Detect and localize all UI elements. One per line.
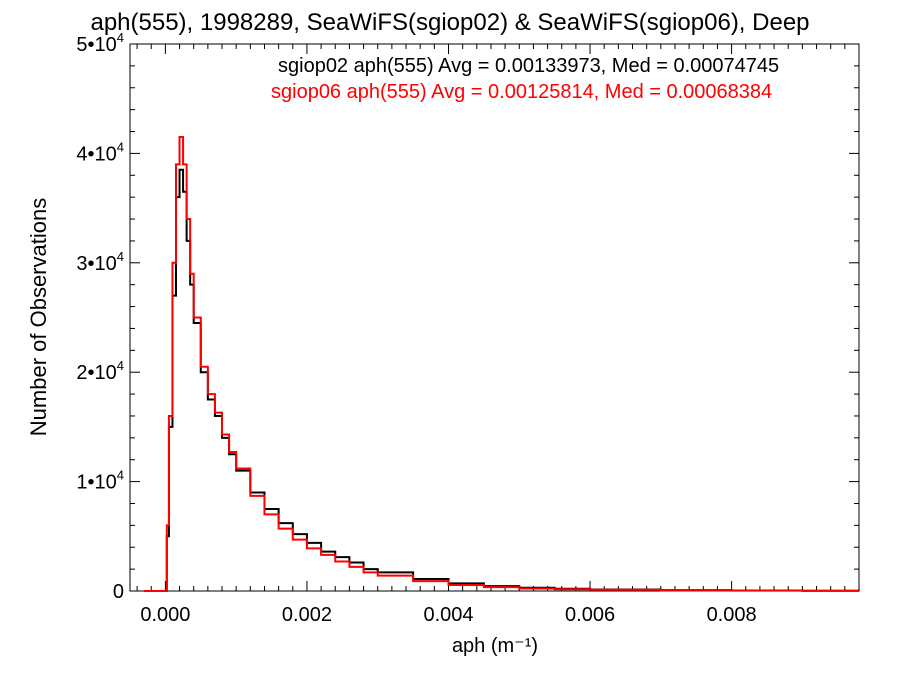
x-tick-label: 0.008 [707,604,757,626]
x-tick-label: 0.006 [565,604,615,626]
series-layer [144,135,860,592]
x-tick-label: 0.002 [282,604,332,626]
legend-entry-sgiop02: sgiop02 aph(555) Avg = 0.00133973, Med =… [278,55,779,77]
y-tick-label: 1•104 [76,468,124,494]
y-axis-label: Number of Observations [26,198,51,436]
y-tick-label: 4•104 [76,139,124,165]
plot-area [129,43,860,592]
legend-entry-sgiop06: sgiop06 aph(555) Avg = 0.00125814, Med =… [271,81,772,103]
legend: sgiop02 aph(555) Avg = 0.00133973, Med =… [271,55,779,103]
axis-ticks [130,43,860,592]
x-axis-label: aph (m⁻¹) [452,635,538,657]
y-tick-exponent: 4 [117,468,124,483]
y-tick-mantissa: 3•10 [76,253,116,275]
x-tick-label: 0.000 [140,604,190,626]
y-tick-exponent: 4 [117,358,124,373]
chart-title: aph(555), 1998289, SeaWiFS(sgiop02) & Se… [90,9,809,36]
y-tick-mantissa: 2•10 [76,362,116,384]
y-tick-label: 0 [113,581,124,603]
series-line-sgiop02 [144,168,860,592]
plot-frame [129,43,860,592]
y-tick-mantissa: 4•10 [76,143,116,165]
y-tick-exponent: 4 [117,249,124,264]
y-tick-exponent: 4 [117,139,124,154]
series-line-sgiop06 [144,135,860,592]
x-tick-labels: 0.000 0.002 0.004 0.006 0.008 [140,604,756,626]
y-tick-mantissa: 5•10 [76,34,116,56]
y-tick-exponent: 4 [117,30,124,45]
y-tick-label: 3•104 [76,249,124,275]
y-tick-label: 2•104 [76,358,124,384]
y-tick-label: 5•104 [76,30,124,56]
x-tick-label: 0.004 [423,604,473,626]
y-tick-mantissa: 1•10 [76,472,116,494]
y-tick-mantissa: 0 [113,581,124,603]
